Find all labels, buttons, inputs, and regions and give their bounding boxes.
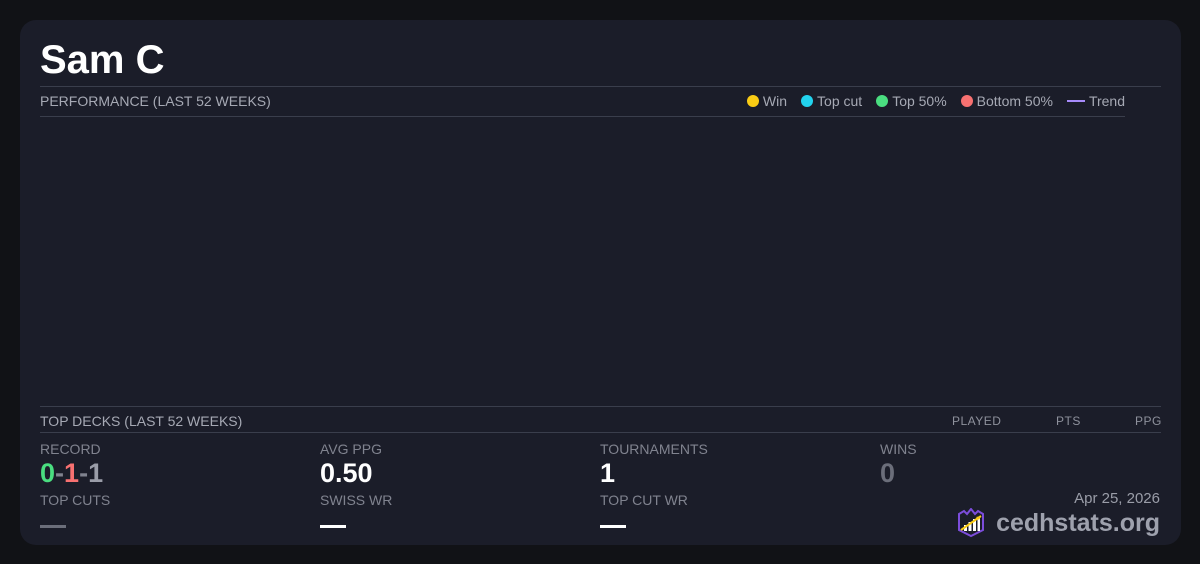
avg-ppg-label: AVG PPG (320, 441, 382, 457)
tournaments-value: 1 (600, 458, 616, 488)
divider (40, 86, 1161, 87)
player-name: Sam C (40, 38, 165, 82)
top-cut-dot-icon (801, 95, 814, 107)
shield-chart-icon (958, 508, 985, 538)
column-pts: PTS (1056, 414, 1081, 428)
swiss-wr-empty (320, 525, 346, 528)
divider (40, 432, 1161, 433)
wins-label: WINS (880, 441, 917, 457)
record-value: 0-1-1 (40, 458, 104, 488)
wins-value: 0 (880, 458, 896, 488)
top-cut-wr-label: TOP CUT WR (600, 492, 688, 508)
performance-title: PERFORMANCE (LAST 52 WEEKS) (40, 93, 271, 109)
legend-win: Win (746, 93, 787, 109)
brand-name: cedhstats.org (996, 508, 1160, 537)
legend-bottom-50: Bottom 50% (960, 93, 1053, 109)
top-cut-wr-empty (600, 525, 626, 528)
divider (40, 116, 1125, 117)
date: Apr 25, 2026 (1074, 490, 1160, 507)
divider (40, 406, 1161, 407)
legend-top-cut: Top cut (801, 93, 862, 109)
avg-ppg-value: 0.50 (320, 458, 373, 488)
legend-top-50: Top 50% (876, 93, 947, 109)
legend-trend: Trend (1066, 93, 1125, 109)
player-card: Sam C PERFORMANCE (LAST 52 WEEKS) Win To… (20, 20, 1181, 545)
top-decks-title: TOP DECKS (LAST 52 WEEKS) (40, 413, 243, 429)
record-label: RECORD (40, 441, 101, 457)
tournaments-label: TOURNAMENTS (600, 441, 708, 457)
chart-legend: Win Top cut Top 50% Bottom 50% Trend (746, 93, 1125, 109)
bottom-50-dot-icon (960, 95, 973, 107)
swiss-wr-label: SWISS WR (320, 492, 393, 508)
top-cuts-label: TOP CUTS (40, 492, 111, 508)
column-played: PLAYED (952, 414, 1002, 428)
top-cuts-empty (40, 525, 66, 528)
win-dot-icon (746, 95, 759, 107)
column-ppg: PPG (1135, 414, 1162, 428)
brand-logo: cedhstats.org (956, 508, 1160, 538)
trend-line-icon (1066, 100, 1085, 102)
top-50-dot-icon (876, 95, 889, 107)
performance-chart-area (40, 117, 1125, 405)
